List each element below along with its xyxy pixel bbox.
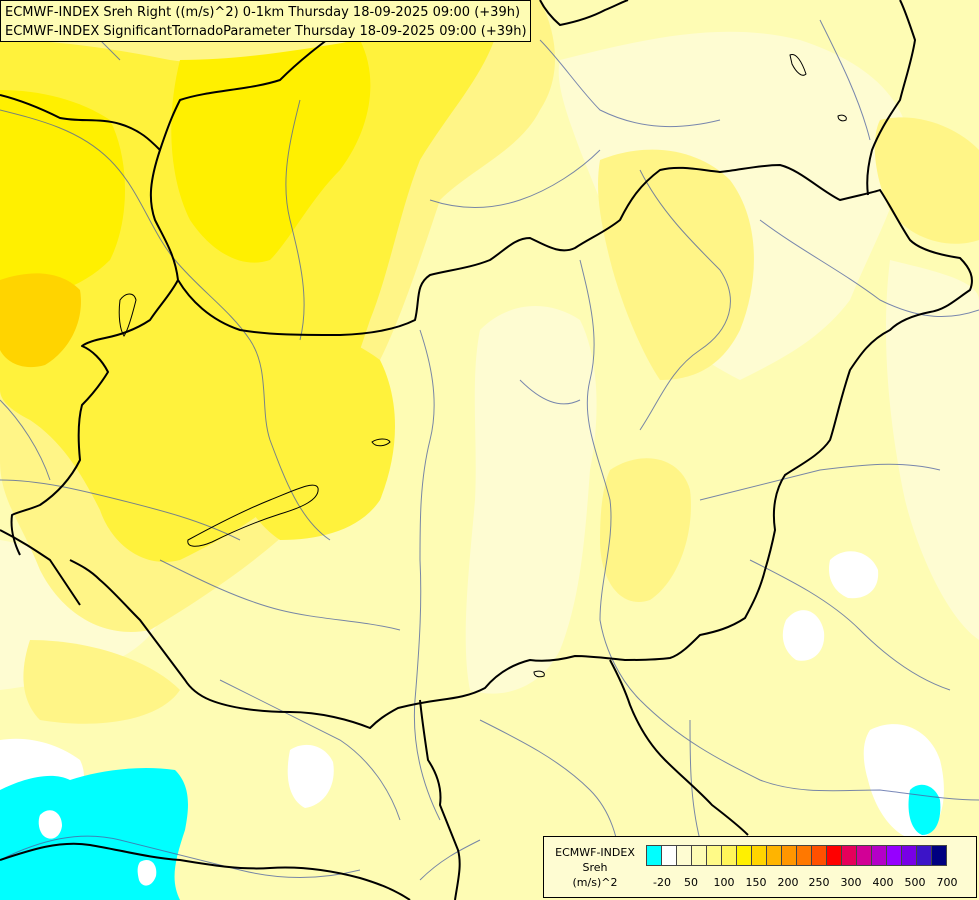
legend-swatch <box>886 845 902 866</box>
legend-label: ECMWF-INDEX Sreh (m/s)^2 <box>548 845 642 890</box>
legend-ticks: -20 50 100 150 200 250 300 400 500 700 <box>646 876 976 892</box>
legend-tick-label: 400 <box>872 876 894 889</box>
legend-swatch <box>676 845 692 866</box>
legend-unit: (m/s)^2 <box>572 876 618 889</box>
legend-tick-label: 300 <box>840 876 862 889</box>
legend-swatch <box>751 845 767 866</box>
legend-tick-label: 150 <box>745 876 767 889</box>
legend-swatch <box>781 845 797 866</box>
legend-swatch <box>691 845 707 866</box>
rivers <box>0 0 979 881</box>
lakes <box>118 53 847 678</box>
legend-tick-label: 700 <box>936 876 958 889</box>
legend-swatch <box>931 845 947 866</box>
legend-swatch <box>721 845 737 866</box>
legend-swatch <box>796 845 812 866</box>
legend-tick-label: 500 <box>904 876 926 889</box>
field-white-holes <box>38 810 157 886</box>
legend-tick-label: 250 <box>808 876 830 889</box>
legend-tick-label: 200 <box>777 876 799 889</box>
color-legend: ECMWF-INDEX Sreh (m/s)^2 -20 50 100 150 200 2… <box>543 836 977 898</box>
legend-swatch <box>871 845 887 866</box>
legend-swatch <box>646 845 662 866</box>
legend-swatch <box>736 845 752 866</box>
legend-tick-label: 100 <box>713 876 735 889</box>
field-peak <box>0 273 81 368</box>
legend-variable: Sreh <box>582 861 608 874</box>
title-line-2: ECMWF-INDEX SignificantTornadoParameter … <box>5 24 527 39</box>
title-line-1: ECMWF-INDEX Sreh Right ((m/s)^2) 0-1km T… <box>5 5 521 20</box>
legend-swatch <box>706 845 722 866</box>
legend-tick-label: -20 <box>653 876 671 889</box>
field-core <box>0 40 371 300</box>
legend-swatch <box>826 845 842 866</box>
legend-swatch <box>901 845 917 866</box>
legend-swatch <box>766 845 782 866</box>
legend-swatch <box>661 845 677 866</box>
legend-swatch <box>916 845 932 866</box>
legend-swatch <box>856 845 872 866</box>
legend-swatch <box>841 845 857 866</box>
field-strong <box>0 13 500 562</box>
legend-color-bar <box>646 845 947 867</box>
legend-swatch <box>811 845 827 866</box>
map-title-box: ECMWF-INDEX Sreh Right ((m/s)^2) 0-1km T… <box>0 0 531 42</box>
legend-model: ECMWF-INDEX <box>555 846 635 859</box>
legend-tick-label: 50 <box>684 876 698 889</box>
